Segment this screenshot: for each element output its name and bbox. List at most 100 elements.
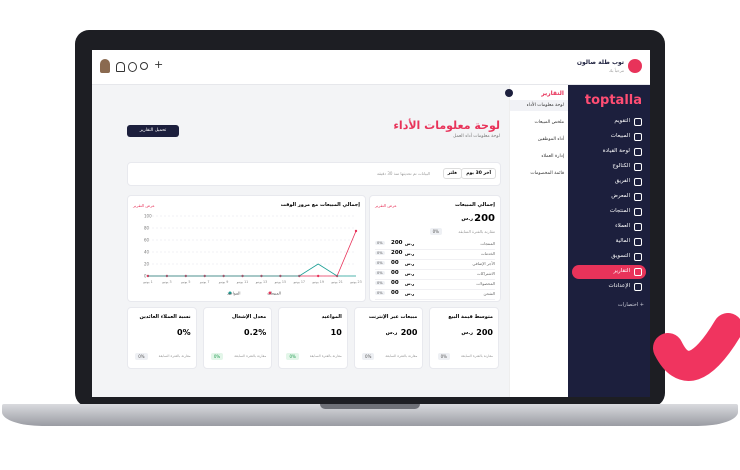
submenu-item[interactable]: أداء الموظفين <box>537 137 564 142</box>
menu-item[interactable]: التقارير <box>572 265 646 279</box>
row-value: 200 <box>391 250 403 256</box>
menu-icon <box>634 283 642 291</box>
period-filter[interactable]: آخر 30 يوم <box>461 168 496 179</box>
menu-item[interactable]: لوحة القيادة <box>572 145 646 159</box>
kpi-compare: مقارنة بالفترة السابقة <box>234 354 267 358</box>
submenu-item[interactable]: لوحة معلومات الأداء <box>510 100 568 111</box>
kpi-change: 0% <box>135 353 148 360</box>
collapse-button[interactable] <box>505 89 513 97</box>
x-tick-label: 5 يونيو <box>180 280 190 284</box>
menu-item[interactable]: الكتالوج <box>572 160 646 174</box>
menu-label: الكتالوج <box>612 163 630 169</box>
kpi-card: معدل الإشغال 0.2% مقارنة بالفترة السابقة 0% <box>202 307 273 369</box>
submenu-item[interactable]: إدارة العملاء <box>541 154 564 159</box>
x-tick-label: 19 يونيو <box>311 280 324 284</box>
kpi-card: مبيعات عبر الإنترنت 200 ر.س مقارنة بالفترة … <box>353 307 424 369</box>
kpi-card: نسبة العملاء العائدين 0% مقارنة بالفترة ال… <box>127 307 197 369</box>
menu-label: المعرض <box>611 193 630 199</box>
main: لوحة معلومات الأداء لوحة معلومات أداء ال… <box>92 85 510 397</box>
kpi-title: متوسط قيمة البيع <box>448 314 493 320</box>
bell-icon[interactable] <box>116 62 125 72</box>
menu-label: الإعدادات <box>608 283 630 289</box>
sales-card: إجمالي المبيعات عرض التقرير 200 ر.س مقار… <box>369 195 501 302</box>
kpi-title: مبيعات عبر الإنترنت <box>368 314 418 320</box>
filter-bar: آخر 30 يوم فلتر البيانات تم تحديثها منذ … <box>127 162 501 186</box>
avatar-icon[interactable] <box>628 59 642 73</box>
sales-currency: ر.س <box>461 216 473 222</box>
submenu-item[interactable]: قائمة المخصومات <box>530 171 564 176</box>
kpi-title: نسبة العملاء العائدين <box>139 314 191 320</box>
menu-label: التقارير <box>613 268 630 274</box>
x-tick-label: 1 يونيو <box>142 280 152 284</box>
menu-label: العملاء <box>615 223 630 229</box>
series-line <box>148 230 357 277</box>
menu-label: المنتجات <box>609 208 630 214</box>
kpi-value: 0.2% <box>244 328 267 337</box>
row-change: 0% <box>375 271 385 275</box>
menu-icon <box>634 268 642 276</box>
add-icon[interactable]: + <box>154 58 164 71</box>
row-value: 200 <box>391 240 403 246</box>
row-value: 00 <box>391 290 399 296</box>
row-change: 0% <box>375 241 385 245</box>
row-change: 0% <box>375 291 385 295</box>
search-icon[interactable] <box>140 62 148 70</box>
kpi-title: المواعيد <box>321 314 342 320</box>
kpi-value: 0% <box>177 328 191 337</box>
submenu-item[interactable]: ملخص المبيعات <box>534 120 564 125</box>
user-subtitle: مرحباً بك <box>608 68 624 73</box>
data-point <box>316 274 320 278</box>
menu-icon <box>634 208 642 216</box>
kpi-card: المواعيد 10 مقارنة بالفترة السابقة 0% <box>278 307 348 369</box>
sales-change: 0% <box>429 228 442 235</box>
y-tick-label: 60 <box>144 238 150 243</box>
menu-item[interactable]: الفريق <box>572 175 646 189</box>
menu-item[interactable]: المنتجات <box>572 205 646 219</box>
x-tick-label: 13 يونيو <box>255 280 267 284</box>
sales-row: الاشتراكات ر.س 00 0% <box>375 270 495 280</box>
bulb-icon[interactable] <box>128 62 137 72</box>
kpi-compare: مقارنة بالفترة السابقة <box>309 354 342 358</box>
profile-picture[interactable] <box>100 59 110 73</box>
pink-shape <box>653 313 740 381</box>
row-label: الشحن <box>483 291 495 296</box>
sales-link[interactable]: عرض التقرير <box>375 203 397 208</box>
menu-item[interactable]: العملاء <box>572 220 646 234</box>
row-label: الاشتراكات <box>476 271 495 276</box>
series-line <box>148 263 356 277</box>
kpi-currency: ر.س <box>385 330 398 336</box>
sales-row: الأجر الإضافي ر.س 00 0% <box>375 260 495 270</box>
legend-swatch <box>228 291 232 295</box>
row-value: 00 <box>391 260 399 266</box>
row-change: 0% <box>375 261 385 265</box>
menu-item[interactable]: التسويق <box>572 250 646 264</box>
filter-button[interactable]: فلتر <box>442 168 462 179</box>
sales-title: إجمالي المبيعات <box>455 202 495 208</box>
menu-item[interactable]: التقويم <box>572 115 646 129</box>
top-bar: توب طلة صالون مرحباً بك + <box>92 50 650 85</box>
chart-link[interactable]: عرض التقرير <box>133 203 155 208</box>
logo[interactable]: toptalla <box>584 93 642 108</box>
menu-item[interactable]: المالية <box>572 235 646 249</box>
sales-rows: المنتجات ر.س 200 0% الخدمات ر.س 200 0% الأجر الإ… <box>375 240 495 300</box>
kpi-value: 10 <box>330 328 342 337</box>
menu-icon <box>634 193 642 201</box>
kpi-card: متوسط قيمة البيع 200 ر.س مقارنة بالفترة الس… <box>429 307 499 369</box>
download-button[interactable]: تحميل التقارير <box>127 125 179 137</box>
row-value: 00 <box>391 270 399 276</box>
menu-item[interactable]: الإعدادات <box>572 280 646 294</box>
y-tick-label: 40 <box>144 250 150 255</box>
row-change: 0% <box>375 281 385 285</box>
menu-item[interactable]: المبيعات <box>572 130 646 144</box>
row-currency: ر.س <box>405 261 415 266</box>
menu-item[interactable]: المعرض <box>572 190 646 204</box>
row-label: الأجر الإضافي <box>472 261 495 266</box>
submenu: التقارير لوحة معلومات الأداء ملخص المبيعا… <box>505 85 568 397</box>
sales-row: المنتجات ر.س 200 0% <box>375 240 495 250</box>
row-currency: ر.س <box>405 271 415 276</box>
kpi-change: 0% <box>210 353 224 360</box>
kpi-currency: ر.س <box>461 330 473 336</box>
kpi-change: 0% <box>286 353 299 360</box>
legend-label: المواعيد <box>227 291 241 296</box>
